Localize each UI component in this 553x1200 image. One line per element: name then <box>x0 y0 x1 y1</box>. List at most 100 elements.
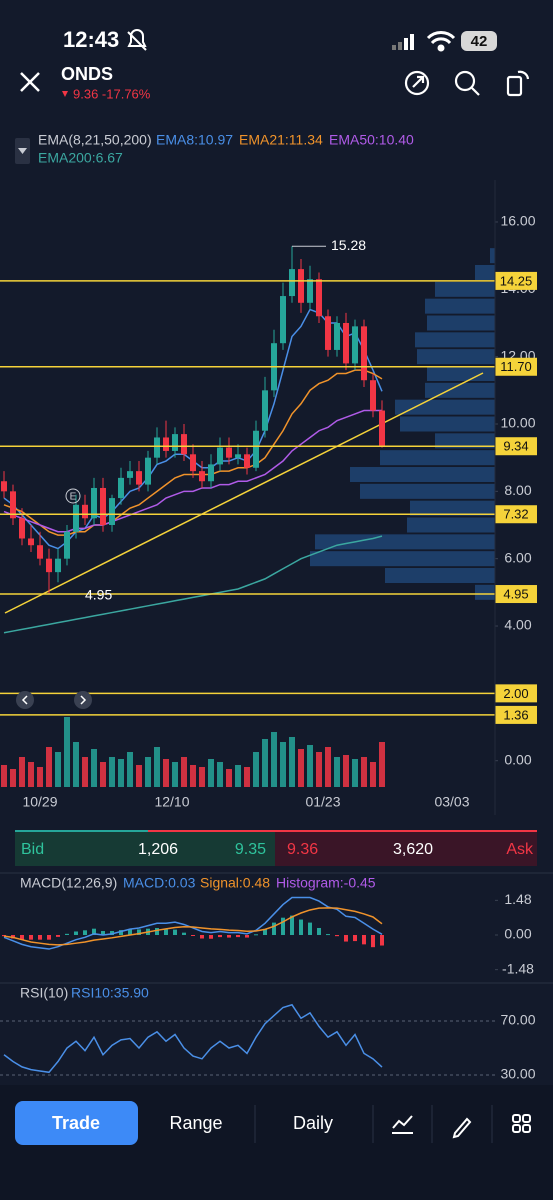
volume-profile-bar <box>417 349 495 365</box>
histogram-bar <box>245 935 249 938</box>
histogram-bar <box>2 935 6 937</box>
volume-bar <box>334 757 340 787</box>
rsi-line <box>3 1003 383 1074</box>
ema-line <box>3 535 383 634</box>
y-tick-label: 70.00 <box>500 1012 535 1028</box>
share-button[interactable] <box>404 70 430 96</box>
volume-bar <box>172 762 178 787</box>
price-level-label: 9.34 <box>503 439 528 454</box>
bid-price: 9.35 <box>235 841 266 858</box>
histogram-bar <box>308 922 312 935</box>
candle-body <box>82 504 88 519</box>
candle-body <box>280 296 286 344</box>
bid-label: Bid <box>21 841 44 858</box>
price-level-label: 1.36 <box>503 707 528 722</box>
y-tick-label: 6.00 <box>504 549 531 565</box>
histogram-bar <box>344 935 348 942</box>
quote: 9.36 -17.76% <box>73 86 151 101</box>
scroll-button[interactable] <box>16 691 34 709</box>
volume-bar <box>262 739 268 787</box>
x-tick-label: 01/23 <box>305 794 340 810</box>
histogram-bar <box>371 935 375 948</box>
volume-bar <box>316 752 322 787</box>
candle-body <box>1 481 7 492</box>
battery-level: 42 <box>471 33 488 50</box>
candle-body <box>253 430 259 468</box>
volume-profile-bar <box>350 467 495 483</box>
search-button[interactable] <box>454 70 480 96</box>
volume-profile-bar <box>490 248 495 264</box>
trade-button[interactable] <box>15 1101 138 1145</box>
histogram-bar <box>29 935 33 940</box>
volume-bar <box>361 757 367 787</box>
candle-body <box>37 545 43 559</box>
range-button[interactable]: Range <box>169 1113 222 1133</box>
y-tick-label: 0.00 <box>504 926 531 942</box>
legend-toggle-arrow <box>18 148 27 154</box>
candle-body <box>343 322 349 364</box>
histogram-bar <box>173 929 177 935</box>
candle-body <box>307 279 313 303</box>
volume-profile-bar <box>310 551 495 567</box>
volume-profile-bar <box>415 332 495 348</box>
histogram-bar <box>362 935 366 945</box>
volume-profile-bar <box>475 264 495 280</box>
volume-bar <box>280 742 286 787</box>
candle-body <box>235 454 241 458</box>
rotate-button[interactable] <box>506 70 530 97</box>
histogram-bar <box>236 935 240 938</box>
rsi-legend: RSI10:35.90 <box>71 985 149 1001</box>
battery <box>461 31 497 51</box>
histogram-bar <box>110 931 114 935</box>
candle-body <box>73 504 79 532</box>
volume-profile-bar <box>395 399 495 415</box>
candle-body <box>46 558 52 573</box>
scroll-arrow <box>80 695 87 705</box>
candle-body <box>163 437 169 451</box>
symbol: ONDS <box>61 64 113 84</box>
price-chart: 16.0014.0012.0010.008.006.004.000.0014.2… <box>0 180 537 1082</box>
histogram-bar <box>335 935 339 937</box>
volume-profile-bar <box>410 500 495 516</box>
ema-legend-item: EMA200:6.67 <box>38 150 123 166</box>
volume-bar <box>226 769 232 787</box>
candle-body <box>217 447 223 465</box>
price-level-tag <box>495 705 537 724</box>
down-arrow <box>62 91 68 97</box>
histogram-bar <box>290 915 294 935</box>
low-label: 4.95 <box>85 587 112 603</box>
candle-body <box>262 390 268 431</box>
price-level-tag <box>495 684 537 703</box>
more-button[interactable] <box>512 1114 531 1133</box>
scroll-button[interactable] <box>74 691 92 709</box>
volume-bar <box>253 752 259 787</box>
volume-bar <box>199 767 205 787</box>
macd-legend: Signal:0.48 <box>200 875 270 891</box>
candle-body <box>352 326 358 364</box>
volume-bar <box>307 745 313 787</box>
rsi-title: RSI(10) <box>20 985 68 1001</box>
ask-label: Ask <box>506 841 534 858</box>
histogram-bar <box>164 929 168 935</box>
y-tick-label: 0.00 <box>504 751 531 767</box>
ema-legend-item: EMA21:11.34 <box>239 132 323 148</box>
volume-bar <box>379 742 385 787</box>
price-level-label: 7.32 <box>503 507 528 522</box>
histogram-bar <box>299 919 303 935</box>
x-tick-label: 03/03 <box>434 794 469 810</box>
price-level-label: 14.25 <box>500 273 533 288</box>
volume-bar <box>298 749 304 787</box>
volume-bar <box>181 757 187 787</box>
indicator-button[interactable] <box>392 1115 413 1134</box>
volume-bar <box>217 762 223 787</box>
draw-button[interactable] <box>452 1117 472 1139</box>
candle-body <box>154 437 160 458</box>
close-button[interactable] <box>20 72 40 92</box>
candle-body <box>199 471 205 482</box>
macd-legend: MACD:0.03 <box>123 875 196 891</box>
daily-button[interactable]: Daily <box>293 1113 333 1133</box>
volume-profile-bar <box>380 450 495 466</box>
histogram-bar <box>191 935 195 936</box>
y-tick-label: 10.00 <box>500 415 535 431</box>
